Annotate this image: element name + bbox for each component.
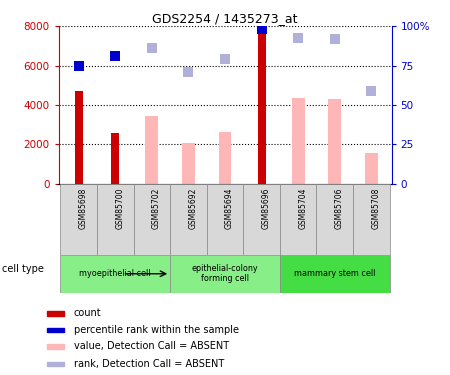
Bar xyxy=(111,133,119,184)
Point xyxy=(185,69,192,75)
Bar xyxy=(292,98,305,184)
Point xyxy=(112,53,119,59)
Text: mammary stem cell: mammary stem cell xyxy=(294,269,375,278)
Point xyxy=(221,56,229,62)
Text: GSM85698: GSM85698 xyxy=(79,188,88,229)
Text: epithelial-colony
forming cell: epithelial-colony forming cell xyxy=(192,264,258,284)
Bar xyxy=(353,184,390,255)
Text: GSM85704: GSM85704 xyxy=(298,188,307,229)
Bar xyxy=(170,184,207,255)
Title: GDS2254 / 1435273_at: GDS2254 / 1435273_at xyxy=(152,12,298,25)
Text: myoepithelial cell: myoepithelial cell xyxy=(80,269,151,278)
Bar xyxy=(182,143,195,184)
Text: GSM85706: GSM85706 xyxy=(335,188,344,229)
Bar xyxy=(145,116,158,184)
Point xyxy=(368,88,375,94)
Bar xyxy=(60,255,170,292)
Bar xyxy=(60,184,97,255)
Bar xyxy=(316,184,353,255)
Text: percentile rank within the sample: percentile rank within the sample xyxy=(74,325,239,335)
Text: GSM85696: GSM85696 xyxy=(261,188,270,229)
Text: GSM85708: GSM85708 xyxy=(371,188,380,229)
Point xyxy=(258,26,265,32)
Text: cell type: cell type xyxy=(2,264,44,274)
Point xyxy=(331,36,338,42)
Text: GSM85702: GSM85702 xyxy=(152,188,161,229)
Bar xyxy=(243,184,280,255)
Bar xyxy=(47,362,64,366)
Text: GSM85692: GSM85692 xyxy=(189,188,198,229)
Point xyxy=(75,63,82,69)
Point xyxy=(148,45,155,51)
Text: count: count xyxy=(74,309,101,318)
Bar xyxy=(97,184,134,255)
Bar xyxy=(257,30,266,184)
Text: rank, Detection Call = ABSENT: rank, Detection Call = ABSENT xyxy=(74,359,224,369)
Text: GSM85700: GSM85700 xyxy=(115,188,124,229)
Bar xyxy=(280,184,316,255)
Bar xyxy=(207,184,243,255)
Bar xyxy=(134,184,170,255)
Text: GSM85694: GSM85694 xyxy=(225,188,234,229)
Bar xyxy=(328,99,341,184)
Bar xyxy=(170,255,280,292)
Bar xyxy=(365,153,378,184)
Bar xyxy=(75,91,83,184)
Bar xyxy=(47,328,64,332)
Bar xyxy=(219,132,231,184)
Bar xyxy=(47,311,64,316)
Text: value, Detection Call = ABSENT: value, Detection Call = ABSENT xyxy=(74,342,229,351)
Bar xyxy=(47,344,64,349)
Bar xyxy=(280,255,390,292)
Point xyxy=(295,35,302,41)
